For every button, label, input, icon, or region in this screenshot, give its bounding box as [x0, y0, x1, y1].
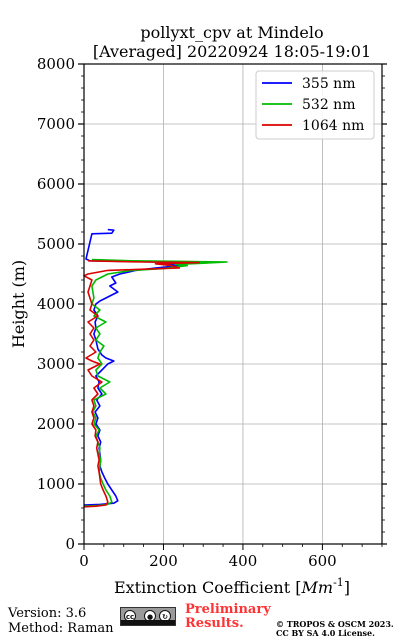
legend-box — [255, 70, 375, 140]
chart-title: pollyxt_cpv at Mindelo — [140, 23, 323, 42]
y-tick-label: 6000 — [37, 175, 75, 193]
y-tick-label: 7000 — [37, 115, 75, 133]
x-tick-label: 200 — [149, 552, 178, 570]
x-axis-title: Extinction Coefficient [Mm-1] — [114, 576, 350, 597]
badge-strip — [121, 620, 175, 625]
copyright-line-2: CC BY SA 4.0 License. — [276, 628, 375, 638]
y-axis-title: Height (m) — [9, 260, 28, 348]
tick-labels: 0 200 400 600010002000300040005000600070008… — [37, 55, 337, 570]
copyright-notice: © TROPOS & OSCM 2023. CC BY SA 4.0 Licen… — [276, 620, 394, 638]
x-tick-label: 400 — [229, 552, 258, 570]
x-axis-unit: Mm — [301, 578, 334, 597]
legend-label: 355 nm — [302, 76, 355, 92]
y-tick-label: 4000 — [37, 295, 75, 313]
y-tick-label: 5000 — [37, 235, 75, 253]
legend-label: 532 nm — [302, 97, 355, 113]
extinction-profile-chart: pollyxt_cpv at Mindelo [Averaged] 202209… — [9, 23, 387, 597]
chart-subtitle: [Averaged] 20220924 18:05-19:01 — [93, 42, 371, 61]
legend: 355 nm 532 nm 1064 nm — [255, 70, 375, 140]
preliminary-notice: Preliminary Results. — [185, 603, 271, 631]
axis-ticks — [78, 63, 387, 550]
series-line-532-nm — [83, 258, 228, 507]
footer-info: Version: 3.6 Method: Raman — [8, 606, 114, 636]
preliminary-line-1: Preliminary — [185, 602, 271, 617]
y-tick-label: 2000 — [37, 415, 75, 433]
x-axis-unit-exponent: -1 — [333, 576, 344, 589]
y-tick-label: 3000 — [37, 355, 75, 373]
series-layer — [83, 228, 228, 508]
legend-label: 1064 nm — [302, 118, 364, 134]
y-tick-label: 0 — [65, 535, 75, 553]
x-tick-label: 0 — [79, 552, 89, 570]
y-tick-label: 8000 — [37, 55, 75, 73]
version-text: Version: 3.6 — [8, 606, 87, 621]
copyright-line-1: © TROPOS & OSCM 2023. — [276, 619, 394, 629]
series-line-1064-nm — [83, 260, 200, 508]
x-axis-title-text: Extinction Coefficient — [114, 578, 291, 597]
method-text: Method: Raman — [8, 621, 114, 636]
x-tick-label: 600 — [308, 552, 337, 570]
preliminary-line-2: Results. — [185, 616, 244, 631]
y-tick-label: 1000 — [37, 475, 75, 493]
cc-license-badge: cc ● ↻ — [120, 607, 176, 626]
